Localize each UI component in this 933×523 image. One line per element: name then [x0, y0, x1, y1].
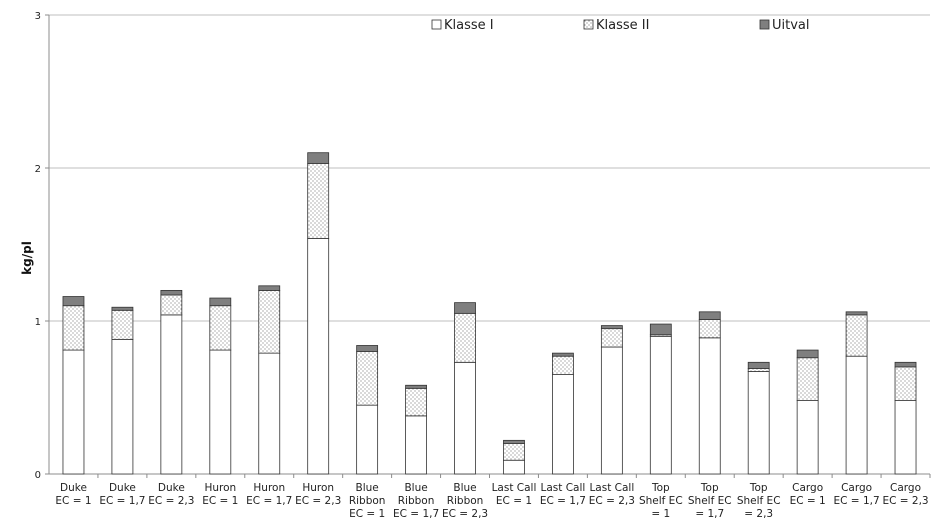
x-tick-label: Duke EC = 1 [55, 482, 91, 507]
bar-segment-klasse-ii [405, 387, 427, 417]
bar-segment-uitval [649, 323, 672, 336]
x-tick-label: Top Shelf EC = 1,7 [688, 482, 732, 520]
bar-segment-klasse-i [307, 237, 330, 475]
bar-segment-klasse-i [258, 352, 281, 475]
axes [45, 14, 931, 478]
bar-segment-uitval [600, 325, 623, 330]
legend: Klasse I Klasse II Uitval [431, 18, 810, 33]
y-tick-label: 1 [35, 317, 41, 328]
bar-segment-klasse-i [111, 338, 134, 475]
bar-segment-klasse-i [845, 355, 868, 475]
x-tick-label: Last Call EC = 1 [492, 482, 537, 507]
bars [62, 152, 917, 475]
bar-segment-uitval [845, 311, 868, 316]
x-tick-label: Top Shelf EC = 2,3 [737, 482, 781, 520]
bar-segment-klasse-i [209, 349, 232, 475]
bar-segment-klasse-i [62, 349, 85, 475]
bar-segment-klasse-i [160, 314, 183, 475]
bar-segment-klasse-i [894, 400, 917, 475]
x-tick-label: Cargo EC = 1,7 [834, 482, 880, 507]
bar-segment-uitval [894, 361, 917, 368]
x-tick-label: Huron EC = 1 [202, 482, 238, 507]
x-tick-label: Last Call EC = 2,3 [589, 482, 635, 507]
y-tick-label: 2 [35, 164, 41, 175]
bar-segment-klasse-i [356, 404, 379, 475]
legend-swatch-uitval [759, 19, 770, 30]
x-tick-label: Cargo EC = 2,3 [882, 482, 928, 507]
bar-segment-uitval [503, 439, 525, 444]
bar-segment-klasse-ii [209, 305, 232, 351]
bar-segment-uitval [258, 285, 281, 291]
legend-label: Klasse II [596, 18, 649, 33]
bar-segment-uitval [160, 289, 183, 296]
legend-swatch-klasse-ii [583, 19, 594, 30]
bar-segment-klasse-ii [454, 312, 476, 363]
bar-segment-klasse-ii [698, 319, 721, 339]
x-tick-label: Huron EC = 1,7 [246, 482, 292, 507]
bar-segment-klasse-i [405, 415, 427, 475]
x-tick-label: Top Shelf EC = 1 [639, 482, 683, 520]
legend-label: Klasse I [444, 18, 494, 33]
bar-segment-uitval [454, 302, 476, 314]
bar-segment-klasse-i [747, 371, 770, 475]
bar-segment-uitval [698, 311, 721, 320]
bar-segment-klasse-ii [600, 328, 623, 348]
bar-segment-klasse-ii [258, 289, 281, 354]
x-tick-label: Duke EC = 1,7 [99, 482, 145, 507]
bar-segment-klasse-i [796, 400, 819, 475]
bar-segment-klasse-i [503, 459, 525, 475]
legend-label: Uitval [772, 18, 810, 33]
bar-segment-klasse-ii [160, 294, 183, 316]
bar-segment-klasse-ii [62, 305, 85, 351]
bar-segment-klasse-i [454, 361, 476, 475]
bar-segment-uitval [552, 352, 574, 357]
y-tick-label: 0 [35, 470, 41, 481]
x-tick-label: Duke EC = 2,3 [148, 482, 194, 507]
bar-segment-uitval [62, 296, 85, 307]
y-tick-label: 3 [35, 11, 41, 22]
bar-segment-klasse-i [649, 335, 672, 475]
bar-segment-uitval [747, 361, 770, 369]
bar-segment-klasse-ii [307, 163, 330, 239]
x-tick-label: Blue Ribbon EC = 1 [349, 482, 386, 520]
gridlines [49, 14, 930, 322]
bar-segment-klasse-ii [894, 366, 917, 401]
legend-swatch-klasse-i [431, 19, 442, 30]
bar-segment-klasse-ii [845, 314, 868, 357]
x-tick-label: Blue Ribbon EC = 1,7 [393, 482, 439, 520]
x-tick-label: Last Call EC = 1,7 [540, 482, 586, 507]
bar-segment-uitval [796, 349, 819, 359]
bar-segment-klasse-ii [111, 309, 134, 340]
x-tick-label: Blue Ribbon EC = 2,3 [442, 482, 488, 520]
bar-segment-klasse-i [600, 346, 623, 475]
bar-segment-klasse-ii [747, 368, 770, 372]
bar-segment-klasse-ii [356, 351, 379, 406]
bar-segment-klasse-ii [503, 442, 525, 461]
bar-segment-uitval [356, 345, 379, 353]
y-axis-title: kg/pl [20, 241, 34, 275]
bar-segment-klasse-i [552, 374, 574, 475]
x-tick-label: Huron EC = 2,3 [295, 482, 341, 507]
bar-segment-uitval [307, 152, 330, 164]
bar-segment-uitval [405, 384, 427, 389]
bar-segment-klasse-ii [796, 357, 819, 401]
bar-segment-klasse-i [698, 337, 721, 475]
bar-segment-uitval [111, 306, 134, 311]
bar-segment-uitval [209, 297, 232, 307]
x-tick-label: Cargo EC = 1 [790, 482, 826, 507]
bar-segment-klasse-ii [552, 355, 574, 375]
